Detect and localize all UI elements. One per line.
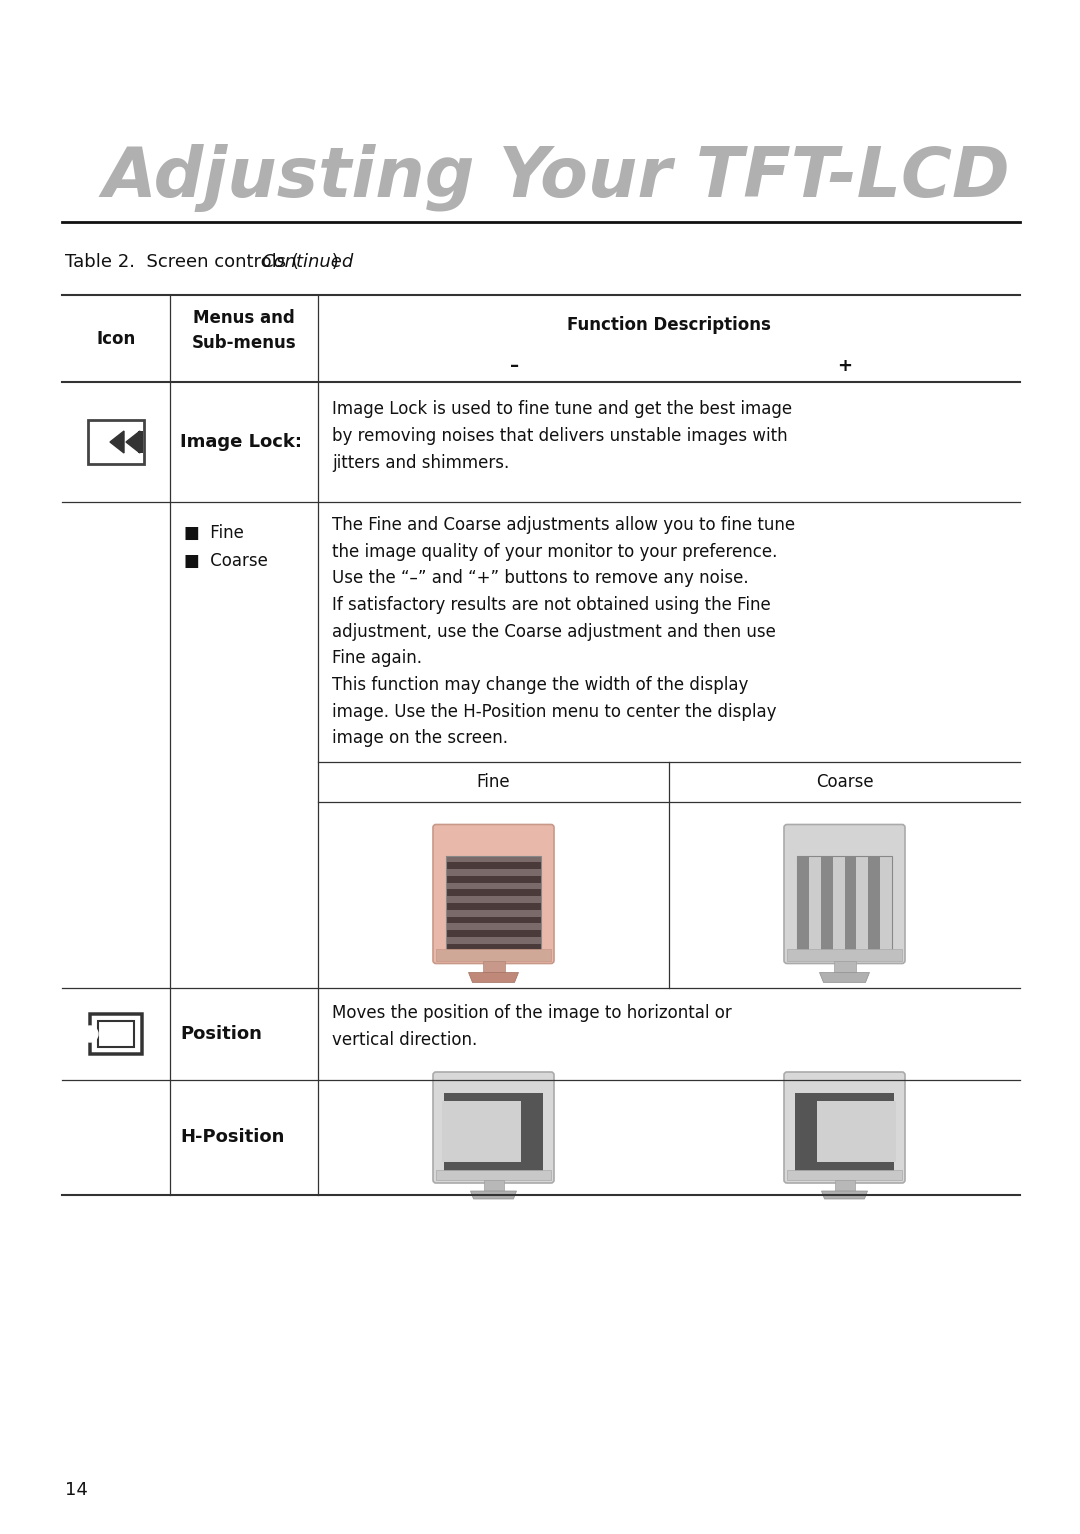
Text: –: –	[510, 357, 519, 374]
Bar	[446, 923, 541, 930]
Bar	[787, 1170, 902, 1180]
Text: Function Descriptions: Function Descriptions	[567, 316, 771, 334]
Text: Table 2.  Screen controls (: Table 2. Screen controls (	[65, 253, 299, 272]
Bar	[446, 876, 541, 882]
Bar	[446, 862, 541, 870]
Bar	[868, 856, 880, 951]
Bar	[845, 856, 856, 951]
Text: ): )	[326, 253, 339, 272]
Text: The Fine and Coarse adjustments allow you to fine tune
the image quality of your: The Fine and Coarse adjustments allow yo…	[332, 515, 795, 747]
Text: ■  Fine: ■ Fine	[184, 525, 244, 542]
Text: H-Position: H-Position	[180, 1129, 284, 1146]
Bar	[856, 856, 868, 951]
Polygon shape	[822, 1190, 867, 1200]
Bar	[821, 856, 833, 951]
Bar	[834, 960, 855, 974]
Bar	[446, 882, 541, 890]
Bar	[787, 948, 902, 960]
Text: Position: Position	[180, 1025, 261, 1043]
Bar	[835, 1180, 854, 1192]
Bar	[446, 856, 541, 951]
Bar	[436, 948, 551, 960]
Text: Adjusting Your TFT-LCD: Adjusting Your TFT-LCD	[103, 144, 1010, 212]
Bar	[442, 1101, 521, 1161]
Text: Coarse: Coarse	[815, 773, 874, 792]
Text: Image Lock:: Image Lock:	[180, 433, 302, 451]
Circle shape	[82, 1026, 98, 1042]
Bar	[446, 937, 541, 943]
Text: 14: 14	[65, 1480, 87, 1499]
Bar	[795, 1094, 894, 1172]
Bar	[797, 856, 809, 951]
Bar	[833, 856, 845, 951]
Bar	[880, 856, 892, 951]
Text: Image Lock is used to fine tune and get the best image
by removing noises that d: Image Lock is used to fine tune and get …	[332, 400, 792, 472]
Bar	[809, 856, 821, 951]
Bar	[797, 856, 892, 951]
Bar	[87, 420, 144, 463]
Bar	[446, 856, 541, 862]
Text: Continued: Continued	[261, 253, 353, 272]
Bar	[446, 943, 541, 951]
Bar	[446, 904, 541, 910]
Bar	[446, 930, 541, 937]
Bar	[446, 890, 541, 896]
Bar	[483, 960, 504, 974]
FancyBboxPatch shape	[784, 824, 905, 963]
FancyBboxPatch shape	[433, 824, 554, 963]
Polygon shape	[471, 1190, 516, 1200]
Polygon shape	[820, 973, 869, 982]
Bar	[446, 917, 541, 923]
Text: Menus and
Sub-menus: Menus and Sub-menus	[191, 308, 296, 351]
Bar	[138, 431, 143, 453]
FancyBboxPatch shape	[784, 1072, 905, 1183]
Text: Fine: Fine	[476, 773, 511, 792]
Bar	[446, 896, 541, 904]
Bar	[446, 870, 541, 876]
Polygon shape	[469, 973, 518, 982]
Bar	[436, 1170, 551, 1180]
Text: Icon: Icon	[96, 330, 136, 348]
Bar	[816, 1101, 896, 1161]
FancyBboxPatch shape	[433, 1072, 554, 1183]
Text: Moves the position of the image to horizontal or
vertical direction.: Moves the position of the image to horiz…	[332, 1003, 732, 1049]
Polygon shape	[110, 431, 124, 453]
Bar	[484, 1180, 503, 1192]
Bar	[446, 910, 541, 917]
Text: +: +	[837, 357, 852, 374]
Polygon shape	[126, 431, 140, 453]
Bar	[444, 1094, 543, 1172]
Text: ■  Coarse: ■ Coarse	[184, 552, 268, 571]
